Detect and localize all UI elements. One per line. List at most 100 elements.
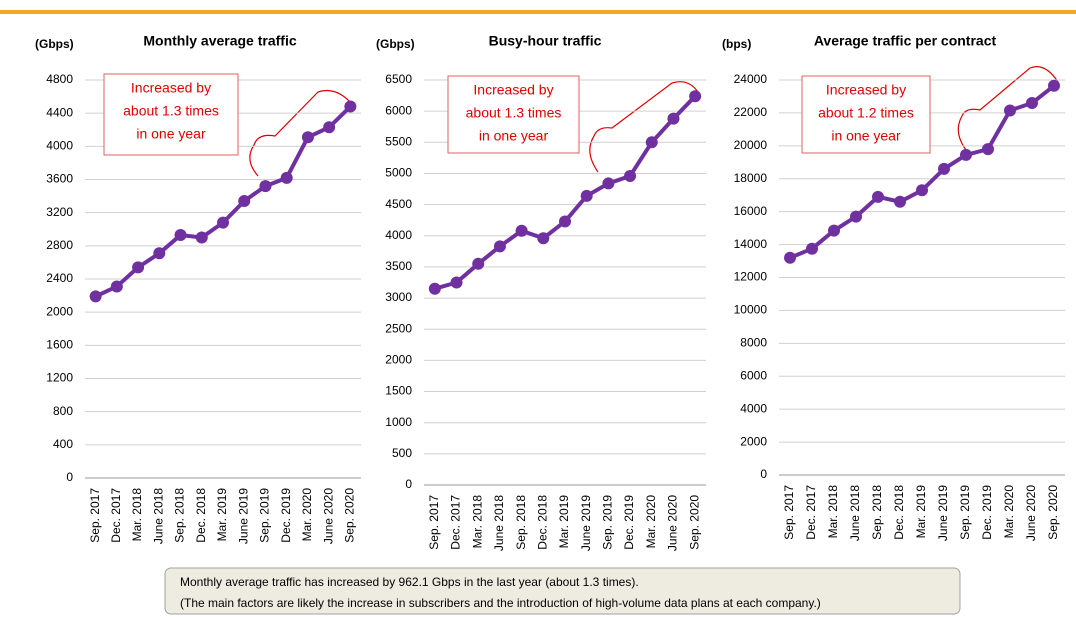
- point: [493, 240, 506, 253]
- x-tick-label: Sep. 2020: [687, 495, 701, 550]
- point: [806, 242, 818, 255]
- y-tick-label: 2500: [385, 321, 412, 335]
- y-tick-label: 14000: [734, 237, 768, 251]
- x-tick-label: Sep. 2020: [343, 488, 357, 543]
- y-tick-label: 1600: [46, 338, 73, 352]
- annotation-text: about 1.3 times: [123, 103, 219, 119]
- point: [982, 143, 994, 156]
- point: [624, 169, 637, 182]
- y-tick-label: 500: [392, 446, 412, 460]
- x-tick-label: June 2018: [848, 485, 862, 541]
- y-tick-label: 0: [405, 477, 412, 491]
- y-tick-label: 12000: [734, 270, 768, 284]
- x-tick-label: Mar. 2020: [300, 488, 314, 542]
- point: [580, 189, 593, 202]
- annotation-text: Increased by: [131, 80, 211, 96]
- x-tick-label: Dec. 2017: [449, 495, 463, 550]
- x-tick-label: Mar. 2018: [130, 488, 144, 542]
- x-tick-label: Dec. 2019: [279, 488, 293, 543]
- x-tick-label: Dec. 2018: [194, 488, 208, 543]
- y-axis-unit: (Gbps): [35, 37, 74, 51]
- point: [195, 231, 208, 244]
- x-tick-label: Sep. 2017: [782, 485, 796, 540]
- y-tick-label: 3600: [46, 172, 73, 186]
- y-tick-label: 2400: [46, 271, 73, 285]
- point: [238, 195, 251, 208]
- y-tick-label: 2000: [385, 353, 412, 367]
- annotation-text: about 1.3 times: [466, 105, 562, 121]
- y-tick-label: 4500: [385, 197, 412, 211]
- note-line: Monthly average traffic has increased by…: [180, 575, 639, 589]
- note-box: [164, 567, 961, 615]
- point: [828, 224, 840, 237]
- y-tick-label: 5500: [385, 134, 412, 148]
- y-tick-label: 3500: [385, 259, 412, 273]
- annotation-text: Increased by: [473, 82, 553, 98]
- y-tick-label: 2000: [740, 434, 767, 448]
- annotation-text: in one year: [136, 126, 206, 142]
- x-tick-label: Dec. 2017: [804, 485, 818, 540]
- x-tick-label: Dec. 2018: [535, 495, 549, 550]
- annotation-text: in one year: [479, 128, 549, 144]
- point: [602, 177, 615, 190]
- annotation-text: in one year: [831, 128, 901, 144]
- point: [428, 282, 441, 295]
- x-tick-label: Sep. 2019: [958, 485, 972, 540]
- x-tick-label: Dec. 2019: [980, 485, 994, 540]
- point: [259, 180, 272, 193]
- point: [872, 190, 884, 203]
- point: [850, 210, 862, 223]
- point: [1048, 79, 1060, 92]
- x-tick-label: Sep. 2018: [514, 495, 528, 550]
- point: [472, 257, 485, 270]
- brace: [957, 66, 1059, 151]
- y-tick-label: 16000: [734, 204, 768, 218]
- x-tick-label: Mar. 2019: [557, 495, 571, 549]
- x-tick-label: June 2020: [1024, 485, 1038, 541]
- y-tick-label: 0: [760, 467, 767, 481]
- y-tick-label: 6000: [385, 103, 412, 117]
- point: [515, 224, 528, 237]
- brace: [249, 89, 353, 177]
- y-tick-label: 400: [53, 437, 73, 451]
- point: [89, 290, 102, 303]
- point: [667, 112, 680, 125]
- y-tick-label: 3000: [385, 290, 412, 304]
- chart-title: Average traffic per contract: [814, 33, 997, 49]
- annotation-box: [447, 75, 580, 154]
- x-tick-label: Dec. 2019: [622, 495, 636, 550]
- x-tick-label: Sep. 2017: [427, 495, 441, 550]
- point: [280, 171, 293, 184]
- y-tick-label: 3200: [46, 205, 73, 219]
- x-tick-label: Mar. 2018: [470, 495, 484, 549]
- annotation-box: [103, 73, 239, 156]
- x-tick-label: June 2018: [492, 495, 506, 551]
- y-tick-label: 4000: [46, 139, 73, 153]
- point: [784, 251, 796, 264]
- annotation-box: [801, 75, 931, 154]
- y-tick-label: 8000: [740, 336, 767, 350]
- point: [916, 184, 928, 197]
- y-tick-label: 5000: [385, 166, 412, 180]
- y-axis-unit: (Gbps): [376, 37, 415, 51]
- point: [301, 131, 314, 144]
- y-tick-label: 4400: [46, 105, 73, 119]
- point: [153, 247, 166, 260]
- point: [689, 90, 702, 103]
- y-tick-label: 800: [53, 404, 73, 418]
- y-tick-label: 18000: [734, 171, 768, 185]
- y-tick-label: 0: [66, 470, 73, 484]
- point: [174, 229, 187, 242]
- y-tick-label: 22000: [734, 105, 768, 119]
- point: [217, 216, 229, 229]
- chart-title: Monthly average traffic: [143, 33, 296, 49]
- x-tick-label: June 2019: [579, 495, 593, 551]
- y-tick-label: 24000: [734, 72, 768, 86]
- y-tick-label: 2800: [46, 238, 73, 252]
- point: [450, 276, 463, 289]
- x-tick-label: Mar. 2020: [644, 495, 658, 549]
- annotation-text: about 1.2 times: [818, 105, 914, 121]
- x-tick-label: Dec. 2017: [109, 488, 123, 543]
- point: [323, 121, 336, 134]
